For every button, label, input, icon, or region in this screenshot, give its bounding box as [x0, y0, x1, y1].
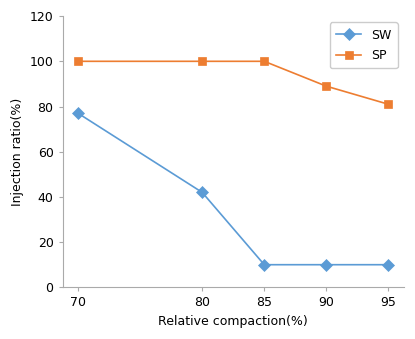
SW — [386, 263, 391, 267]
SW — [262, 263, 267, 267]
Legend: SW, SP: SW, SP — [330, 22, 398, 68]
X-axis label: Relative compaction(%): Relative compaction(%) — [159, 315, 308, 328]
Line: SP: SP — [74, 57, 393, 108]
SP — [200, 59, 205, 63]
SP — [76, 59, 81, 63]
SP — [324, 84, 329, 88]
Line: SW: SW — [74, 109, 393, 269]
SW — [200, 191, 205, 195]
SW — [324, 263, 329, 267]
Y-axis label: Injection ratio(%): Injection ratio(%) — [11, 98, 24, 206]
SP — [262, 59, 267, 63]
SW — [76, 111, 81, 115]
SP — [386, 102, 391, 106]
